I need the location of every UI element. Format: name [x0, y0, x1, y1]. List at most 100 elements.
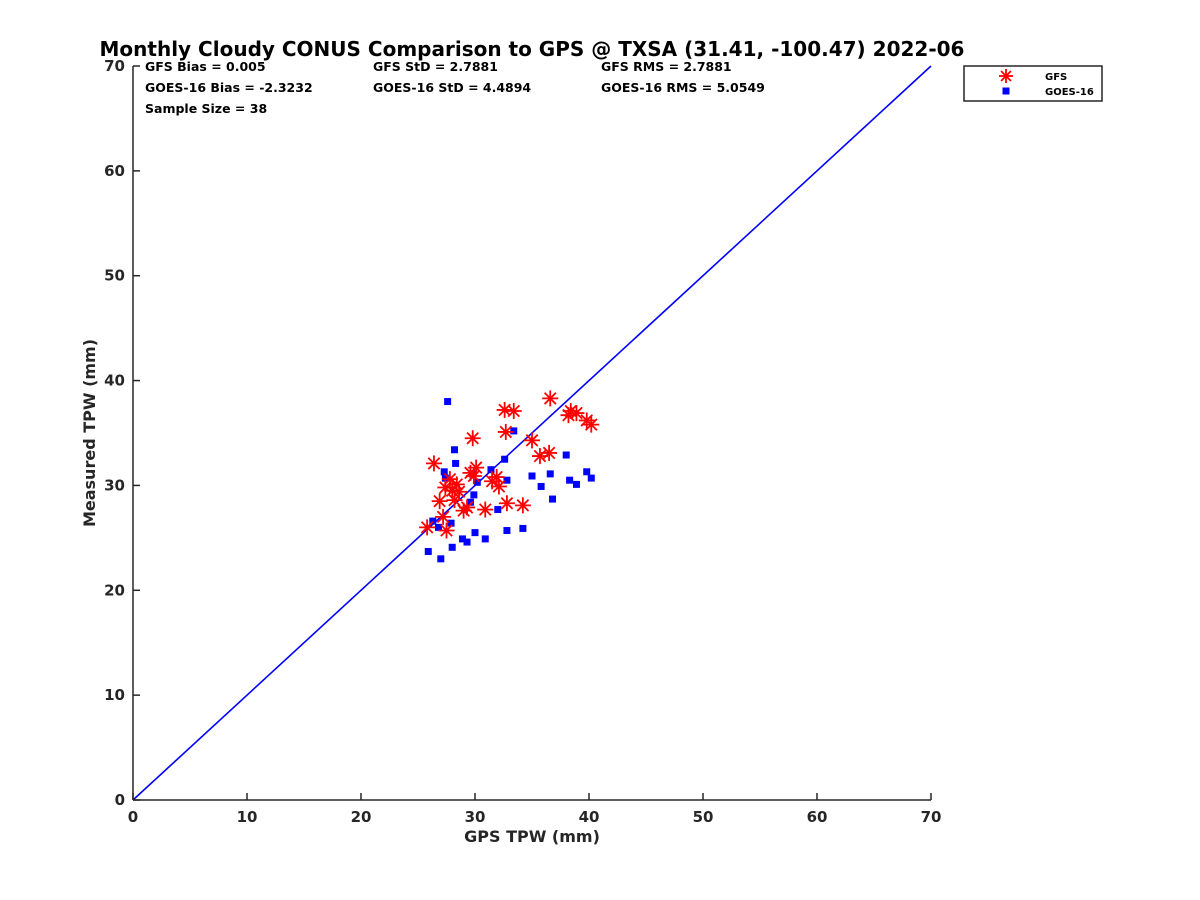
gfs-point — [490, 478, 507, 495]
x-axis-label: GPS TPW (mm) — [464, 827, 600, 846]
asterisk-stroke — [460, 501, 474, 514]
asterisk-stroke — [490, 470, 503, 484]
asterisk-stroke — [443, 472, 457, 486]
chart-title: Monthly Cloudy CONUS Comparison to GPS @… — [100, 37, 965, 61]
x-tick-label: 70 — [921, 808, 942, 826]
gfs-point — [446, 492, 463, 509]
stat-label: Sample Size = 38 — [145, 101, 267, 116]
x-tick-label: 40 — [579, 808, 600, 826]
gfs-point — [431, 493, 448, 510]
x-tick-label: 60 — [807, 808, 828, 826]
asterisk-stroke — [492, 480, 506, 493]
goes16-point — [546, 470, 554, 478]
goes16-point — [537, 482, 545, 490]
x-tick-label: 30 — [465, 808, 486, 826]
asterisk-stroke — [420, 521, 434, 534]
asterisk-stroke — [542, 446, 556, 460]
y-tick-label: 30 — [104, 476, 125, 494]
gfs-point — [497, 423, 514, 440]
asterisk-stroke — [564, 404, 578, 418]
gfs-point — [568, 405, 585, 422]
asterisk-stroke — [469, 461, 483, 474]
gfs-point — [524, 432, 540, 449]
goes16-point — [435, 523, 443, 531]
goes16-point — [441, 474, 449, 482]
legend-gfs-marker — [999, 69, 1013, 83]
y-tick-label: 60 — [104, 162, 125, 180]
stat-label: GOES-16 Bias = -2.3232 — [145, 80, 313, 95]
gfs-point — [438, 522, 455, 539]
gfs-point — [419, 519, 436, 536]
goes16-point — [444, 398, 452, 406]
plot-area — [132, 65, 932, 801]
y-tick-label: 10 — [104, 686, 125, 704]
gfs-point — [514, 497, 531, 514]
goes16-point — [447, 519, 455, 527]
legend-goes16-label: GOES-16 — [1045, 87, 1094, 98]
goes16-point — [566, 476, 574, 484]
goes16-point — [448, 543, 456, 551]
goes16-point — [583, 468, 591, 476]
goes16-point — [473, 478, 481, 486]
asterisk-stroke — [466, 431, 480, 445]
legend-box — [963, 65, 1103, 102]
legend: GFS GOES-16 — [963, 65, 1103, 102]
x-tick-label: 50 — [693, 808, 714, 826]
asterisk-stroke — [440, 524, 453, 537]
gfs-point — [448, 476, 465, 493]
stat-label: GFS Bias = 0.005 — [145, 59, 266, 74]
gfs-point — [477, 501, 494, 518]
asterisk-stroke — [584, 418, 598, 431]
goes16-point — [494, 506, 502, 514]
goes16-point — [450, 446, 458, 454]
legend-goes16-marker — [1002, 87, 1010, 95]
stat-label: GOES-16 StD = 4.4894 — [373, 80, 531, 95]
goes16-point — [587, 474, 595, 482]
goes16-point — [437, 555, 445, 563]
gfs-point — [583, 416, 600, 433]
gfs-point — [505, 402, 522, 419]
gfs-point — [498, 495, 515, 512]
goes16-point — [549, 495, 557, 503]
asterisk-stroke — [570, 406, 583, 420]
asterisk-stroke — [436, 510, 450, 524]
gfs-point — [541, 444, 558, 461]
asterisk-stroke — [516, 499, 530, 512]
asterisk-stroke — [427, 457, 441, 470]
gfs-point — [435, 508, 452, 525]
asterisk-stroke — [525, 434, 539, 447]
goes16-point — [487, 466, 495, 474]
gfs-point — [468, 459, 485, 476]
x-tick-label: 10 — [237, 808, 258, 826]
y-tick-label: 20 — [104, 581, 125, 599]
stat-label: GOES-16 RMS = 5.0549 — [601, 80, 765, 95]
asterisk-stroke — [500, 496, 514, 510]
gfs-point — [496, 401, 513, 418]
goes16-point — [562, 451, 570, 459]
goes16-point — [503, 476, 511, 484]
gfs-point — [459, 499, 476, 516]
gfs-point — [451, 483, 468, 500]
asterisk-stroke — [478, 503, 492, 516]
goes16-point — [510, 427, 518, 435]
asterisk-stroke — [507, 404, 521, 418]
asterisk-stroke — [1000, 70, 1012, 82]
y-tick-label: 70 — [104, 57, 125, 75]
stat-label: GFS StD = 2.7881 — [373, 59, 498, 74]
asterisk-stroke — [450, 478, 464, 491]
y-tick-label: 50 — [104, 267, 125, 285]
gfs-point — [425, 455, 442, 472]
y-axis-label: Measured TPW (mm) — [80, 339, 99, 527]
goes16-point — [528, 472, 536, 480]
goes16-point — [458, 535, 466, 543]
y-tick-label: 40 — [104, 372, 125, 390]
asterisk-stroke — [452, 485, 466, 499]
goes16-point — [429, 517, 437, 525]
goes16-point — [452, 459, 460, 467]
asterisk-stroke — [499, 425, 513, 439]
x-tick-label: 0 — [128, 808, 138, 826]
stats-block: GFS Bias = 0.005 GFS StD = 2.7881 GFS RMS … — [145, 59, 765, 116]
goes16-point — [471, 529, 479, 537]
asterisk-stroke — [433, 494, 446, 508]
